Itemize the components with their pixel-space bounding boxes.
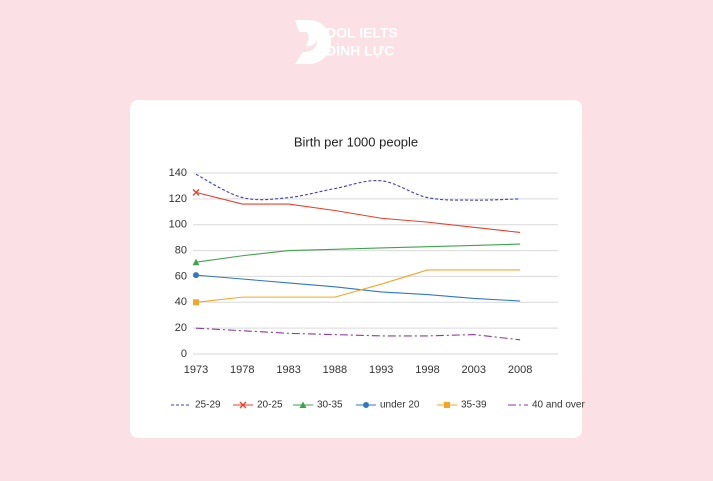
y-tick-label: 60: [175, 270, 187, 282]
logo: DOL IELTS ĐÌNH LỰC: [295, 20, 398, 64]
x-tick-label: 2003: [462, 364, 486, 376]
legend-label: under 20: [380, 400, 420, 411]
legend-marker: [444, 402, 450, 408]
series-line: [195, 191, 521, 234]
y-tick-label: 120: [169, 193, 187, 205]
point-marker: [192, 258, 200, 266]
x-tick-label: 1988: [323, 364, 347, 376]
series-line: [195, 243, 521, 263]
legend-label: 40 and over: [532, 400, 585, 411]
logo-line1: DOL IELTS: [326, 25, 398, 41]
y-tick-label: 80: [175, 244, 187, 256]
legend-marker: [239, 401, 247, 409]
point-marker: [193, 299, 199, 306]
legend-label: 35-39: [461, 400, 487, 411]
legend-marker: [363, 402, 369, 408]
point-marker: [193, 272, 199, 279]
series-line: [195, 327, 521, 341]
x-tick-label: 1973: [184, 364, 208, 376]
point-marker: [192, 188, 200, 196]
y-tick-label: 100: [169, 219, 187, 231]
legend-marker: [299, 401, 307, 408]
card: [130, 100, 582, 438]
x-tick-label: 2008: [508, 364, 532, 376]
logo-icon: [295, 20, 331, 64]
y-tick-label: 0: [181, 348, 187, 360]
series-line: [195, 269, 521, 303]
x-tick-label: 1998: [415, 364, 439, 376]
legend-label: 25-29: [195, 400, 221, 411]
x-tick-label: 1978: [230, 364, 254, 376]
y-tick-label: 40: [175, 296, 187, 308]
series-line: [195, 274, 521, 302]
y-tick-label: 140: [169, 167, 187, 179]
x-tick-label: 1993: [369, 364, 393, 376]
x-tick-label: 1983: [276, 364, 300, 376]
legend-label: 20-25: [257, 400, 283, 411]
logo-line2: ĐÌNH LỰC: [326, 43, 394, 59]
legend-label: 30-35: [317, 400, 343, 411]
chart-title: Birth per 1000 people: [294, 134, 418, 149]
y-tick-label: 20: [175, 322, 187, 334]
series-line: [195, 173, 521, 201]
